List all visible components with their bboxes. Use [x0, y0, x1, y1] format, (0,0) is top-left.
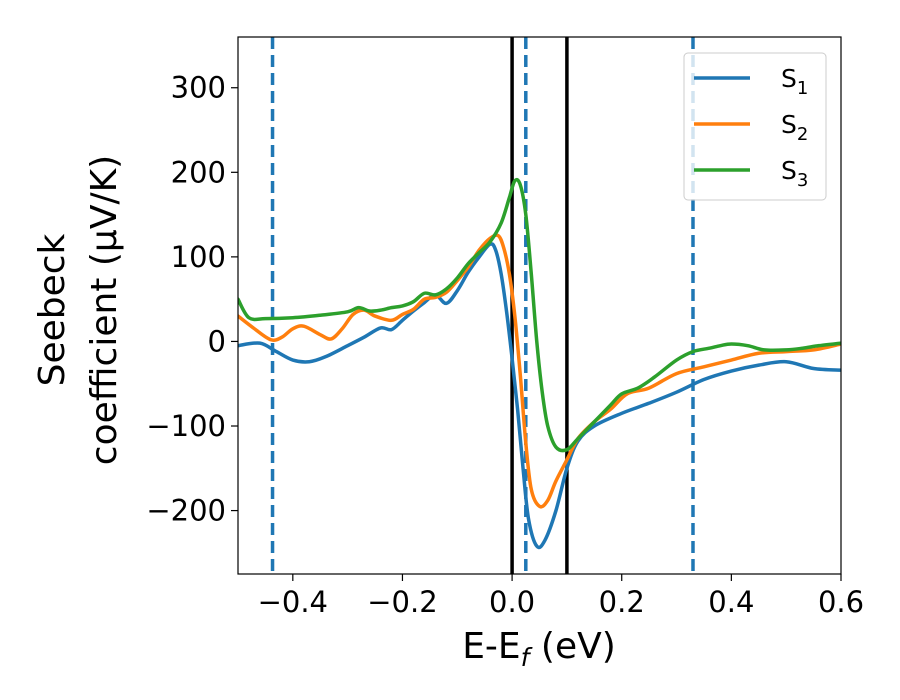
- series-line-s2: [238, 233, 841, 509]
- y-axis-label-line2: coefficient (μV/K): [84, 155, 125, 465]
- x-axis-label-main: E-E: [462, 626, 520, 667]
- y-axis-ticks: −200 −100 0 100 200 300: [146, 71, 238, 528]
- x-tick-label: 0.6: [818, 585, 864, 619]
- legend-box: [683, 52, 827, 201]
- x-axis-label: E-Ef (eV): [462, 626, 616, 672]
- y-axis-label-line1: Seebeck: [32, 233, 73, 386]
- x-tick-label: 0.0: [489, 585, 535, 619]
- x-axis-label-unit: (eV): [529, 626, 615, 667]
- x-tick-label: −0.2: [367, 585, 437, 619]
- y-tick-label: −100: [146, 409, 226, 443]
- plot-frame: [237, 36, 842, 575]
- series-lines: [238, 177, 841, 550]
- y-tick-label: 100: [171, 240, 226, 274]
- legend-label-s3: S3: [781, 156, 808, 191]
- legend-label-s2: S2: [781, 110, 808, 145]
- vertical-reference-lines: [270, 37, 695, 574]
- x-tick-label: −0.4: [258, 585, 328, 619]
- series-line-s3: [238, 177, 841, 453]
- x-tick-label: 0.4: [708, 585, 754, 619]
- x-tick-label: 0.2: [599, 585, 645, 619]
- legend: S1 S2 S3: [683, 52, 827, 201]
- x-axis-ticks: −0.4 −0.2 0.0 0.2 0.4 0.6: [258, 574, 864, 619]
- y-tick-label: −200: [146, 494, 226, 528]
- series-line-s1: [238, 242, 841, 550]
- y-tick-label: 200: [171, 155, 226, 189]
- y-axis-label: Seebeck coefficient (μV/K): [32, 155, 125, 465]
- y-tick-label: 0: [208, 324, 226, 358]
- y-tick-label: 300: [171, 71, 226, 105]
- legend-label-s1: S1: [781, 64, 808, 99]
- legend-entries: S1 S2 S3: [694, 64, 808, 191]
